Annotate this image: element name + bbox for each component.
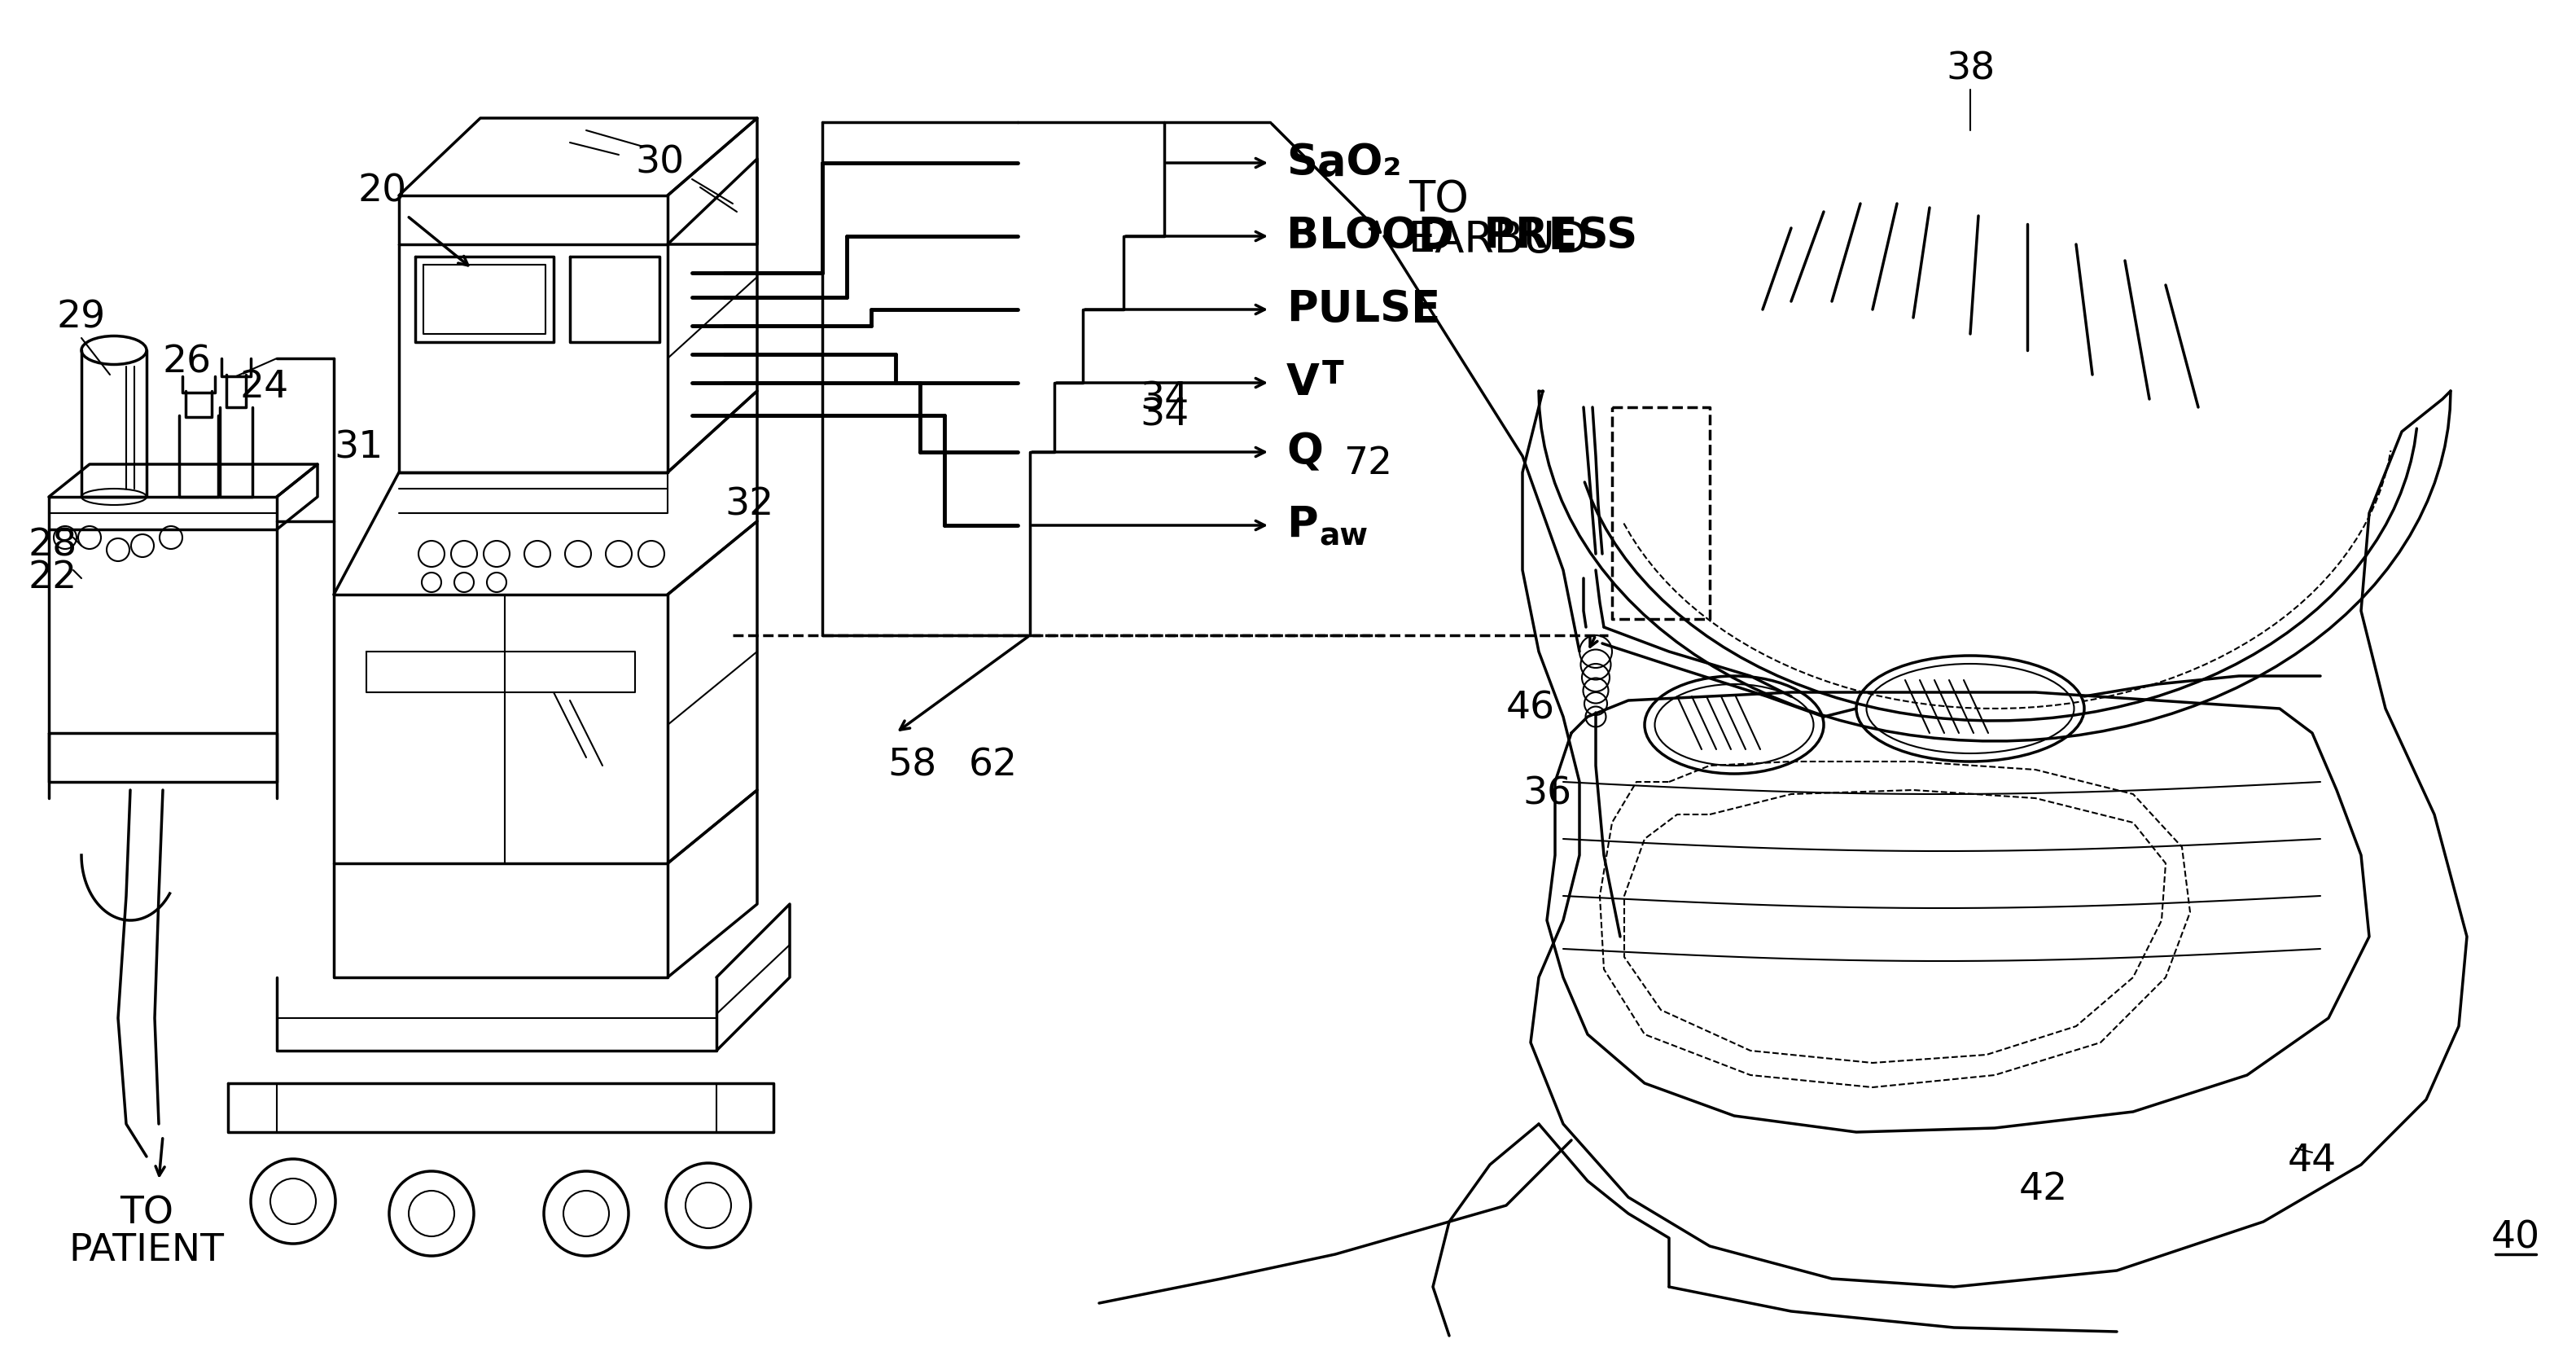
Text: 62: 62	[969, 748, 1018, 784]
Text: PULSE: PULSE	[1285, 288, 1440, 331]
Text: 36: 36	[1522, 776, 1571, 813]
Text: 34: 34	[1139, 381, 1188, 418]
Text: 28: 28	[28, 527, 77, 564]
Text: T: T	[1321, 360, 1345, 391]
Text: P: P	[1285, 504, 1319, 546]
Text: TO: TO	[1409, 178, 1468, 220]
Text: 58: 58	[886, 748, 938, 784]
Text: EARBUD: EARBUD	[1409, 219, 1589, 261]
Text: 20: 20	[358, 173, 407, 210]
Text: 38: 38	[1945, 51, 1994, 88]
Text: 34: 34	[1139, 397, 1188, 434]
Text: 26: 26	[162, 345, 211, 381]
Text: 40: 40	[2491, 1220, 2540, 1256]
Text: Q: Q	[1285, 431, 1324, 473]
Text: 72: 72	[1342, 446, 1391, 483]
Text: aw: aw	[1319, 522, 1368, 552]
Text: PATIENT: PATIENT	[70, 1232, 224, 1268]
Text: V: V	[1285, 361, 1319, 404]
Text: 46: 46	[1507, 691, 1556, 727]
Text: SaO₂: SaO₂	[1285, 142, 1401, 184]
Text: TO: TO	[118, 1195, 173, 1232]
Text: 44: 44	[2287, 1142, 2336, 1179]
Text: 30: 30	[636, 145, 685, 181]
Text: 24: 24	[240, 369, 289, 406]
Text: 32: 32	[724, 487, 773, 523]
Text: 31: 31	[335, 430, 384, 466]
Text: 29: 29	[57, 299, 106, 335]
Text: 42: 42	[2020, 1171, 2069, 1207]
Text: 22: 22	[28, 560, 77, 596]
Text: BLOOD  PRESS: BLOOD PRESS	[1285, 215, 1638, 257]
